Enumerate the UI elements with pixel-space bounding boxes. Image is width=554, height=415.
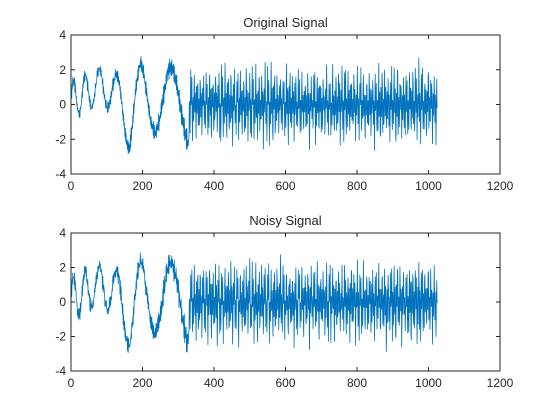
plot-title: Noisy Signal: [249, 213, 321, 228]
subplot-noisy: Noisy Signal 0 200 400 600 800 1000 1200 -4 -2 0 2…: [55, 213, 513, 390]
y-tick-label: 4: [59, 226, 66, 240]
y-tick-label: -2: [55, 132, 66, 146]
signal-line: [70, 252, 438, 353]
x-tick-label: 1000: [415, 179, 442, 193]
signal-line: [71, 55, 438, 154]
y-tick-label: -4: [55, 167, 66, 181]
x-tick-label: 0: [68, 376, 75, 390]
x-tick-label: 400: [204, 179, 224, 193]
x-tick-label: 200: [132, 376, 152, 390]
x-tick-label: 1200: [487, 376, 514, 390]
subplot-original: Original Signal 0 200 400 600 800 1000 1200 -4 -…: [55, 15, 513, 193]
x-tick-label: 800: [347, 179, 367, 193]
x-tick-label: 600: [275, 179, 295, 193]
x-tick-label: 1200: [487, 179, 514, 193]
y-tick-label: 0: [59, 295, 66, 309]
y-tick-label: 0: [59, 98, 66, 112]
y-tick-label: 2: [59, 261, 66, 275]
x-tick-label: 800: [347, 376, 367, 390]
y-tick-label: 2: [59, 63, 66, 77]
x-tick-label: 400: [204, 376, 224, 390]
x-tick-label: 200: [132, 179, 152, 193]
axes: 0 200 400 600 800 1000 1200 -4 -2 0 2 4: [55, 226, 513, 390]
x-tick-label: 0: [68, 179, 75, 193]
y-tick-label: -4: [55, 364, 66, 378]
plot-title: Original Signal: [243, 15, 328, 30]
x-tick-label: 600: [275, 376, 295, 390]
x-tick-label: 1000: [415, 376, 442, 390]
y-tick-label: -2: [55, 330, 66, 344]
y-tick-label: 4: [59, 28, 66, 42]
axes: 0 200 400 600 800 1000 1200 -4 -2 0 2 4: [55, 28, 513, 193]
